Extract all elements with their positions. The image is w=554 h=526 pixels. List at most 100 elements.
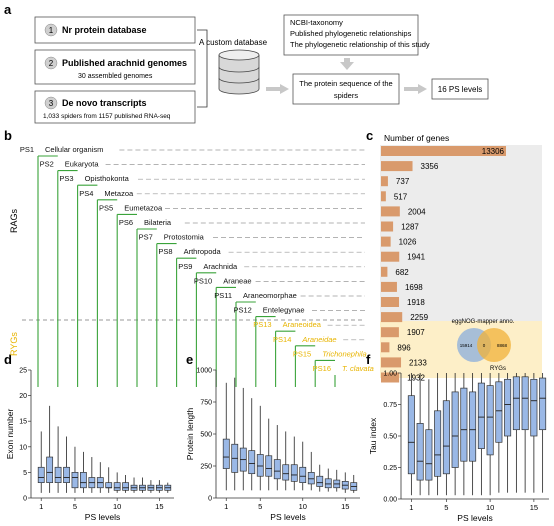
bar [381, 161, 413, 172]
bar [381, 297, 400, 307]
y-tick-label: 15 [19, 419, 27, 426]
panel-label-a: a [4, 2, 12, 17]
box [105, 482, 113, 489]
bar-value-label: 1932 [407, 374, 425, 383]
box [113, 482, 121, 491]
ps-label: PS12 [233, 306, 251, 315]
box [290, 464, 298, 482]
box [442, 400, 450, 475]
bar-value-label: 517 [394, 192, 408, 201]
bar [381, 176, 388, 187]
info-line: The phylogenetic relationship of this st… [290, 40, 430, 49]
x-tick-label: 1 [39, 502, 43, 511]
y-axis-label: Protein length [185, 408, 195, 461]
bracket [197, 29, 208, 108]
box [504, 378, 512, 437]
y-tick-label: 750 [200, 400, 212, 407]
taxon-label: Araneae [223, 276, 251, 285]
arrow-icon [340, 58, 354, 70]
bar [381, 146, 506, 156]
bar [381, 236, 391, 247]
source-title: Nr protein database [62, 25, 147, 35]
bar-value-label: 2004 [408, 207, 426, 216]
y-tick-label: 5 [23, 470, 27, 477]
venn-label: RYGs [490, 366, 506, 372]
bar [381, 372, 400, 383]
ps-label: PS15 [293, 349, 311, 358]
panel-c: Number of genes 133063356737517200412871… [380, 133, 542, 383]
bar [381, 357, 402, 368]
ps-label: PS2 [40, 160, 54, 169]
box [486, 385, 494, 456]
source-subtitle: 1,033 spiders from 1157 published RNA-se… [43, 113, 171, 120]
panel-a: 1 Nr protein database 2 Published arachn… [34, 14, 489, 124]
box [63, 466, 70, 483]
box [37, 466, 45, 483]
bar [381, 251, 400, 262]
y-tick-label: 250 [200, 464, 212, 471]
box [521, 376, 529, 431]
bar-value-label: 2133 [409, 358, 427, 367]
bar-value-label: 1287 [401, 223, 419, 232]
box [122, 482, 129, 491]
box [512, 376, 520, 431]
x-axis-label: PS levels [270, 512, 305, 522]
custom-db-label: A custom database [199, 38, 268, 47]
y-axis-label: Tau index [368, 417, 378, 454]
info-line: Published phylogenetic relationships [290, 29, 412, 38]
ps-label: PS4 [79, 189, 93, 198]
box [477, 382, 485, 449]
bar-value-label: 1698 [405, 283, 423, 292]
box [299, 466, 307, 483]
ps-label: PS10 [194, 276, 212, 285]
ps-label: PS6 [119, 218, 133, 227]
arrow-icon [404, 84, 427, 94]
source-number-badge [44, 96, 58, 110]
group-label-rygs: RYGs [9, 332, 19, 356]
bar [381, 327, 399, 338]
ps-levels-box: 16 PS levels [431, 78, 489, 100]
y-tick-label: 1.00 [383, 371, 397, 378]
y-axis-label: Exon number [5, 409, 15, 460]
bar [381, 206, 400, 217]
database-icon [218, 49, 260, 95]
panel-label-b: b [4, 128, 12, 143]
taxon-label: Araneomorphae [243, 291, 297, 300]
taxon-label: Eumetazoa [124, 203, 163, 212]
box [460, 387, 468, 462]
box [495, 381, 503, 443]
x-tick-label: 5 [258, 502, 262, 511]
bar [381, 191, 386, 202]
arrow-icon [266, 84, 289, 94]
box [248, 450, 256, 475]
panel-b: RAGs RYGs PS1 Cellular organism PS2 Eukaryo… [9, 145, 374, 387]
bar [381, 221, 394, 232]
y-tick-label: 500 [200, 432, 212, 439]
box [539, 377, 547, 431]
y-tick-label: 0 [208, 496, 212, 503]
box [265, 455, 273, 477]
bar-value-label: 682 [395, 268, 409, 277]
ps-label: PS14 [273, 335, 291, 344]
box [307, 472, 315, 485]
x-axis-label: PS levels [85, 512, 120, 522]
box [425, 429, 433, 481]
box [530, 378, 538, 437]
taxon-label: Entelegynae [263, 306, 305, 315]
chart-title: Number of genes [384, 133, 449, 143]
y-tick-label: 0.00 [383, 497, 397, 504]
source-box-3: 3 De novo transcripts 1,033 spiders from… [34, 90, 196, 124]
taxon-label: Opisthokonta [85, 174, 130, 183]
bar-value-label: 1918 [407, 298, 425, 307]
protein-box-line: spiders [334, 91, 358, 100]
source-title: Published arachnid genomes [62, 58, 187, 68]
rags-background [380, 145, 542, 321]
box [80, 472, 87, 489]
venn-left-count: 15914 [460, 343, 473, 348]
bar-value-label: 896 [397, 343, 411, 352]
box [324, 478, 332, 489]
taxon-label: Araneidae [301, 335, 336, 344]
panel-label-c: c [366, 128, 373, 143]
